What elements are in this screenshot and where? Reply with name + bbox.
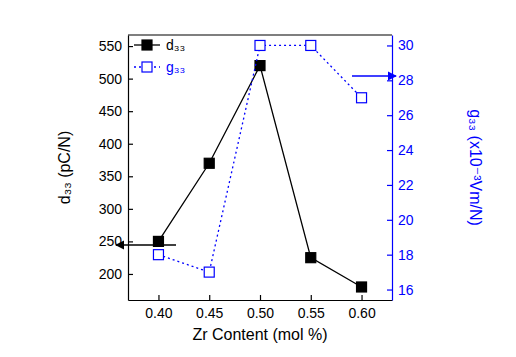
tick: 0.60 (348, 295, 375, 321)
x-axis: 0.40 0.45 0.50 0.55 0.60 (129, 295, 393, 321)
tick-mark (387, 150, 392, 151)
tick: 250 (99, 233, 133, 249)
tick-label: 18 (398, 247, 414, 263)
legend: d₃₃ g₃₃ (134, 37, 185, 75)
tick-mark (387, 289, 392, 290)
tick: 22 (387, 177, 414, 193)
axis-arrow (352, 75, 396, 76)
tick-mark (387, 45, 392, 46)
tick-mark (128, 176, 133, 177)
tick: 0.50 (247, 295, 274, 321)
tick: 400 (99, 136, 133, 152)
tick-label: 20 (398, 212, 414, 228)
tick: 0.45 (196, 295, 223, 321)
y2-axis-line (392, 36, 393, 301)
marker (204, 158, 214, 168)
legend-label: g₃₃ (166, 59, 185, 75)
tick-mark (158, 295, 159, 300)
legend-label: d₃₃ (166, 37, 185, 53)
tick: 350 (99, 168, 133, 184)
tick-label: 16 (398, 282, 414, 298)
legend-marker (142, 62, 152, 72)
tick-label: 350 (99, 168, 123, 184)
tick-mark (361, 295, 362, 300)
y2-axis: 16 18 20 22 24 26 28 30 (387, 36, 414, 301)
tick-mark (128, 241, 133, 242)
tick: 0.55 (298, 295, 325, 321)
tick: 24 (387, 142, 414, 158)
axis-arrow (116, 244, 176, 245)
tick: 550 (99, 38, 133, 54)
tick-label: 0.50 (247, 305, 274, 321)
tick: 300 (99, 201, 133, 217)
y-axis-title: d₃₃ (pC/N) (56, 131, 73, 204)
y-axis: 200 250 300 350 400 450 500 550 (99, 36, 133, 301)
tick-mark (311, 295, 312, 300)
tick-label: 0.60 (348, 305, 375, 321)
tick-label: 22 (398, 177, 414, 193)
tick: 28 (387, 72, 414, 88)
chart: 0.40 0.45 0.50 0.55 0.60 200 250 300 350 400 450 50… (0, 0, 516, 357)
series-line (158, 45, 361, 272)
tick-label: 300 (99, 201, 123, 217)
tick: 450 (99, 103, 133, 119)
tick-mark (387, 255, 392, 256)
marker (306, 40, 316, 50)
tick: 18 (387, 247, 414, 263)
marker (204, 267, 214, 277)
tick: 26 (387, 107, 414, 123)
tick-mark (260, 295, 261, 300)
tick-label: 500 (99, 71, 123, 87)
frame (128, 34, 392, 35)
tick-label: 200 (99, 266, 123, 282)
tick-label: 26 (398, 107, 414, 123)
y-axis-line (128, 36, 129, 301)
tick-mark (209, 295, 210, 300)
series-line (158, 66, 361, 287)
tick: 0.40 (145, 295, 172, 321)
tick: 20 (387, 212, 414, 228)
tick-label: 400 (99, 136, 123, 152)
tick: 30 (387, 37, 414, 53)
tick-mark (387, 185, 392, 186)
tick: 16 (387, 282, 414, 298)
tick-mark (128, 111, 133, 112)
marker (255, 40, 265, 50)
x-axis-line (129, 300, 393, 301)
marker (255, 61, 265, 71)
tick-mark (128, 274, 133, 275)
marker (357, 93, 367, 103)
legend-marker (142, 40, 152, 50)
tick-mark (128, 46, 133, 47)
tick-label: 250 (99, 233, 123, 249)
plot-area (153, 40, 366, 292)
tick-label: 24 (398, 142, 414, 158)
tick-mark (387, 220, 392, 221)
tick-mark (128, 209, 133, 210)
marker (306, 253, 316, 263)
marker (357, 282, 367, 292)
tick-label: 28 (398, 72, 414, 88)
y2-axis-title: g₃₃ (x10⁻³Vm/N) (467, 109, 484, 226)
tick: 500 (99, 71, 133, 87)
tick-label: 0.55 (298, 305, 325, 321)
tick-label: 550 (99, 38, 123, 54)
tick-label: 30 (398, 37, 414, 53)
tick-mark (387, 115, 392, 116)
tick: 200 (99, 266, 133, 282)
tick-mark (387, 80, 392, 81)
tick-label: 0.45 (196, 305, 223, 321)
x-axis-title: Zr Content (mol %) (192, 326, 327, 343)
tick-mark (128, 79, 133, 80)
tick-label: 450 (99, 103, 123, 119)
tick-label: 0.40 (145, 305, 172, 321)
tick-mark (128, 144, 133, 145)
marker (153, 250, 163, 260)
